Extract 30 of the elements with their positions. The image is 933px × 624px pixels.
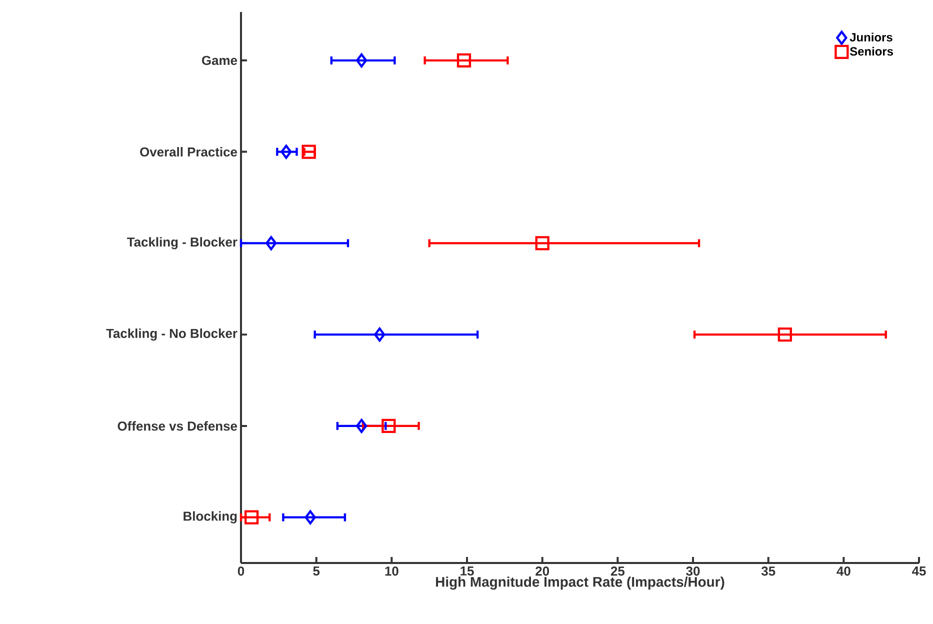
legend-label: Seniors — [850, 46, 893, 56]
x-tick-label: 25 — [610, 566, 625, 576]
point — [535, 236, 550, 250]
x-tick-label: 45 — [912, 566, 926, 576]
point — [304, 510, 316, 524]
x-tick-label: 20 — [536, 566, 550, 576]
point — [382, 418, 396, 434]
point — [778, 327, 792, 342]
x-tick-label: 35 — [761, 566, 776, 576]
point — [244, 510, 259, 524]
x-tick-label: 40 — [836, 566, 850, 576]
x-axis-title: High Magnitude Impact Rate (Impacts/Hour) — [436, 576, 724, 590]
x-tick-label: 15 — [460, 566, 474, 576]
y-tick-label: Game — [202, 56, 238, 66]
point — [266, 236, 277, 250]
point — [356, 418, 368, 434]
legend-label: Juniors — [850, 32, 892, 42]
x-tick-label: 0 — [238, 566, 244, 576]
y-tick-label: Offense vs Defense — [118, 421, 238, 431]
point — [356, 53, 368, 68]
x-tick-label: 30 — [686, 566, 700, 576]
y-tick-label: Tackling - No Blocker — [106, 328, 238, 341]
y-tick-label: Tackling - Blocker — [127, 237, 238, 250]
y-tick-label: Overall Practice — [140, 147, 238, 157]
x-tick-label: 5 — [313, 566, 320, 576]
x-tick-label: 10 — [385, 566, 398, 576]
point — [374, 327, 386, 342]
point — [456, 53, 472, 68]
y-tick-label: Blocking — [184, 511, 237, 524]
point — [280, 144, 292, 159]
